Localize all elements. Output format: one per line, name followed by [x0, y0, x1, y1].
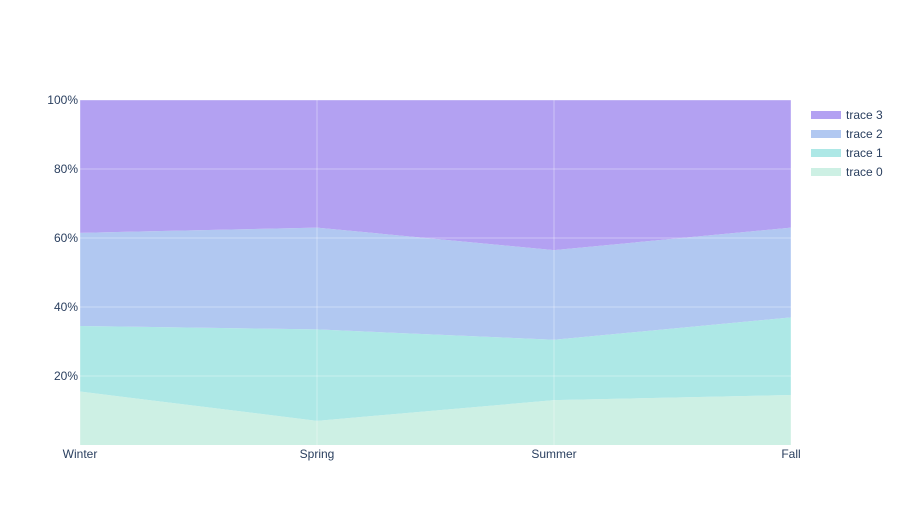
y-tick-label: 100%	[47, 93, 78, 107]
y-tick-label: 40%	[54, 300, 78, 314]
y-tick-label: 20%	[54, 369, 78, 383]
legend-swatch	[811, 130, 841, 138]
legend-label: trace 2	[846, 127, 883, 141]
y-axis-ticks: 20% 40% 60% 80% 100%	[47, 93, 78, 383]
area-layer	[80, 100, 791, 445]
legend-item[interactable]: trace 3	[811, 108, 883, 122]
x-tick-label: Winter	[63, 447, 98, 461]
area-trace-0	[80, 391, 791, 445]
legend-swatch	[811, 149, 841, 157]
legend-item[interactable]: trace 2	[811, 127, 883, 141]
area-trace-1	[80, 317, 791, 421]
legend-item[interactable]: trace 1	[811, 146, 883, 160]
grid-layer	[79, 99, 792, 445]
x-tick-label: Spring	[300, 447, 335, 461]
x-axis-ticks: Winter Spring Summer Fall	[63, 447, 801, 461]
area-trace-2	[80, 227, 791, 340]
legend: trace 3 trace 2 trace 1 trace 0	[811, 108, 883, 179]
legend-label: trace 0	[846, 165, 883, 179]
y-tick-label: 80%	[54, 162, 78, 176]
legend-label: trace 1	[846, 146, 883, 160]
legend-swatch	[811, 168, 841, 176]
area-trace-3	[80, 100, 791, 251]
legend-item[interactable]: trace 0	[811, 165, 883, 179]
legend-label: trace 3	[846, 108, 883, 122]
x-tick-label: Fall	[781, 447, 800, 461]
legend-swatch	[811, 111, 841, 119]
x-tick-label: Summer	[531, 447, 576, 461]
y-tick-label: 60%	[54, 231, 78, 245]
